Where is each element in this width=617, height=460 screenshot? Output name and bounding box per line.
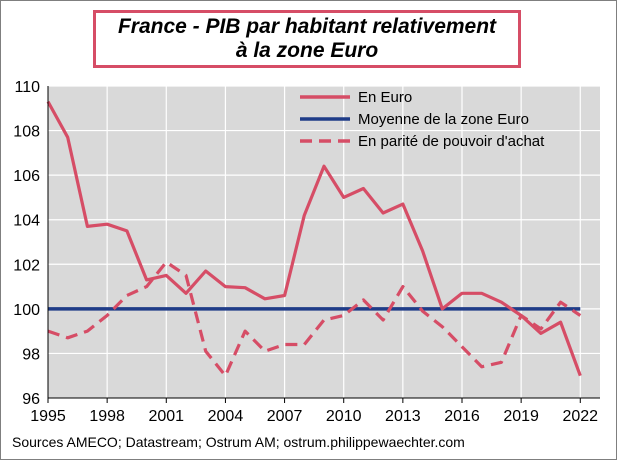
x-tick-label: 2004 xyxy=(208,408,244,425)
x-tick-label: 2016 xyxy=(444,408,480,425)
x-tick-label: 2019 xyxy=(503,408,539,425)
chart-title-box: France - PIB par habitant relativement à… xyxy=(93,10,521,68)
y-tick-label: 102 xyxy=(13,257,40,274)
legend-label-moyenne-zone-euro: Moyenne de la zone Euro xyxy=(358,111,529,128)
y-tick-label: 108 xyxy=(13,124,40,141)
chart-title-line-2: à la zone Euro xyxy=(235,39,379,62)
y-tick-label: 96 xyxy=(22,391,40,408)
chart-title-line-1: France - PIB par habitant relativement xyxy=(117,15,497,38)
series-line-ppa xyxy=(47,260,582,378)
source-note: Sources AMECO; Datastream; Ostrum AM; os… xyxy=(12,434,465,450)
x-tick-label: 2013 xyxy=(385,408,421,425)
y-tick-label: 100 xyxy=(13,302,40,319)
y-tick-label: 110 xyxy=(14,79,40,96)
x-tick-label: 1995 xyxy=(30,408,66,425)
series-line-en-euro xyxy=(46,100,582,377)
x-tick-label: 1998 xyxy=(89,408,125,425)
x-tick-label: 2022 xyxy=(562,408,598,425)
x-tick-label: 2010 xyxy=(326,408,362,425)
y-tick-label: 104 xyxy=(13,213,40,230)
legend-label-ppa: En parité de pouvoir d'achat xyxy=(358,133,545,150)
y-tick-label: 106 xyxy=(13,168,40,185)
legend-label-en-euro: En Euro xyxy=(358,89,412,106)
x-tick-label: 2007 xyxy=(267,408,303,425)
x-tick-label: 2001 xyxy=(148,408,184,425)
y-tick-label: 98 xyxy=(22,346,40,363)
